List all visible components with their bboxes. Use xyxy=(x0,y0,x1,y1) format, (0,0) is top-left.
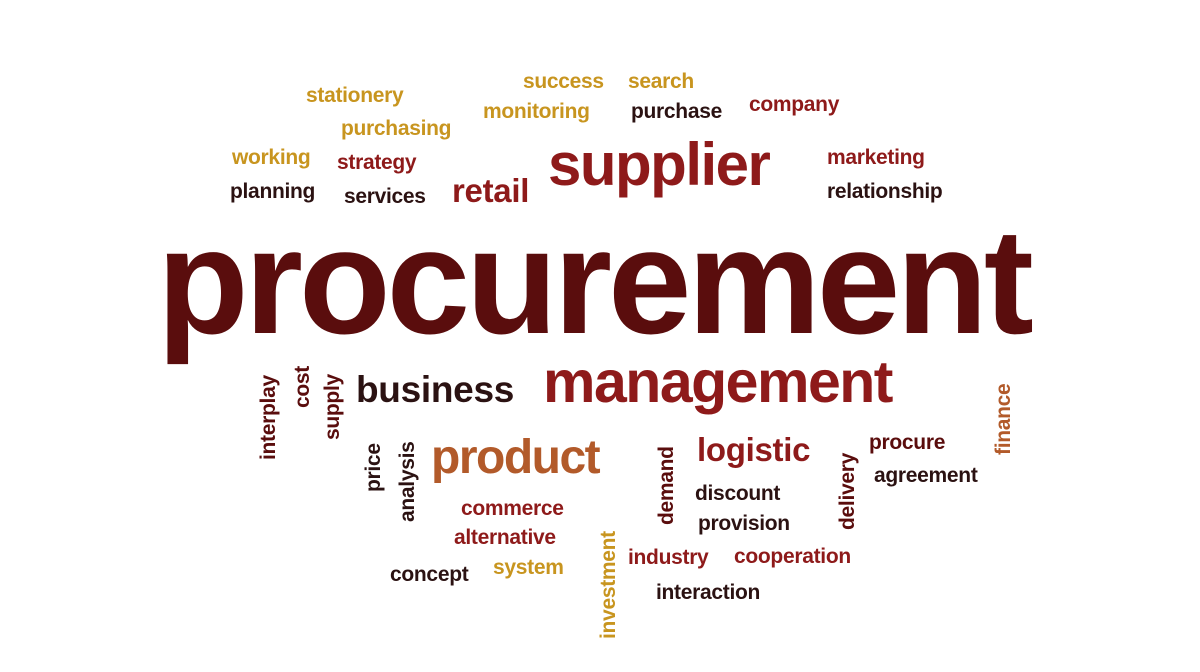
word-interplay: interplay xyxy=(257,375,280,460)
word-search: search xyxy=(628,70,694,93)
word-concept: concept xyxy=(390,563,469,586)
word-relationship: relationship xyxy=(827,180,943,203)
word-purchasing: purchasing xyxy=(341,117,452,140)
word-cost: cost xyxy=(291,366,314,408)
word-delivery: delivery xyxy=(836,453,859,530)
word-management: management xyxy=(543,349,893,415)
word-marketing: marketing xyxy=(827,146,925,169)
word-commerce: commerce xyxy=(461,497,564,520)
word-price: price xyxy=(362,443,385,492)
word-working: working xyxy=(232,146,311,169)
word-analysis: analysis xyxy=(396,441,419,523)
word-logistic: logistic xyxy=(697,431,811,468)
word-product: product xyxy=(431,431,601,484)
word-cooperation: cooperation xyxy=(734,545,851,568)
word-services: services xyxy=(344,185,426,208)
word-business: business xyxy=(356,369,514,410)
word-agreement: agreement xyxy=(874,464,978,487)
word-alternative: alternative xyxy=(454,526,556,549)
word-retail: retail xyxy=(452,172,530,209)
word-procure: procure xyxy=(869,431,946,454)
word-procurement: procurement xyxy=(157,197,1034,365)
word-supplier: supplier xyxy=(548,131,771,198)
word-discount: discount xyxy=(695,482,781,505)
word-planning: planning xyxy=(230,180,316,203)
word-finance: finance xyxy=(992,383,1015,455)
word-industry: industry xyxy=(628,546,709,569)
word-system: system xyxy=(493,556,564,579)
word-investment: investment xyxy=(597,531,620,639)
word-provision: provision xyxy=(698,512,790,535)
word-demand: demand xyxy=(655,446,678,525)
word-supply: supply xyxy=(321,374,344,440)
word-monitoring: monitoring xyxy=(483,100,590,123)
word-purchase: purchase xyxy=(631,100,722,123)
word-strategy: strategy xyxy=(337,151,417,174)
word-success: success xyxy=(523,70,604,93)
word-company: company xyxy=(749,93,840,116)
word-stationery: stationery xyxy=(306,84,404,107)
word-interaction: interaction xyxy=(656,581,761,604)
